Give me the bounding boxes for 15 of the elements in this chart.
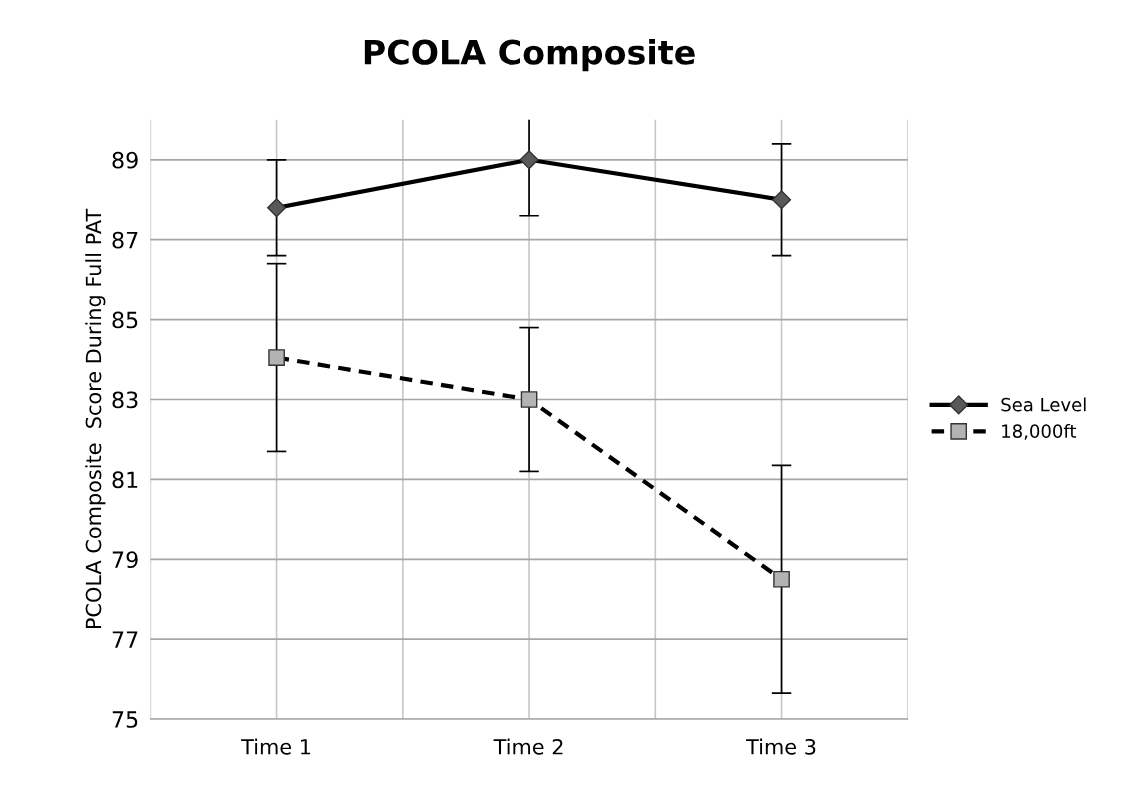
y-tick-label: 87 (112, 231, 138, 249)
y-tick-label: 75 (112, 711, 138, 728)
y-tick-label: 85 (112, 311, 138, 329)
y-axis-title: PCOLA Composite Score During Full PAT (85, 208, 106, 629)
y-tick-label: 79 (112, 551, 138, 569)
chart-title: PCOLA Composite (364, 38, 695, 72)
y-tick-label: 83 (112, 391, 138, 409)
x-tick-label: Time 2 (493, 738, 563, 755)
y-tick-label: 81 (112, 471, 138, 489)
legend-label: Sea Level (1001, 397, 1086, 412)
x-tick-label: Time 1 (241, 738, 311, 755)
x-tick-label: Time 3 (746, 738, 816, 755)
legend-label: 18,000ft (1002, 423, 1077, 440)
y-tick-label: 89 (112, 151, 138, 169)
y-tick-label: 77 (112, 631, 138, 648)
